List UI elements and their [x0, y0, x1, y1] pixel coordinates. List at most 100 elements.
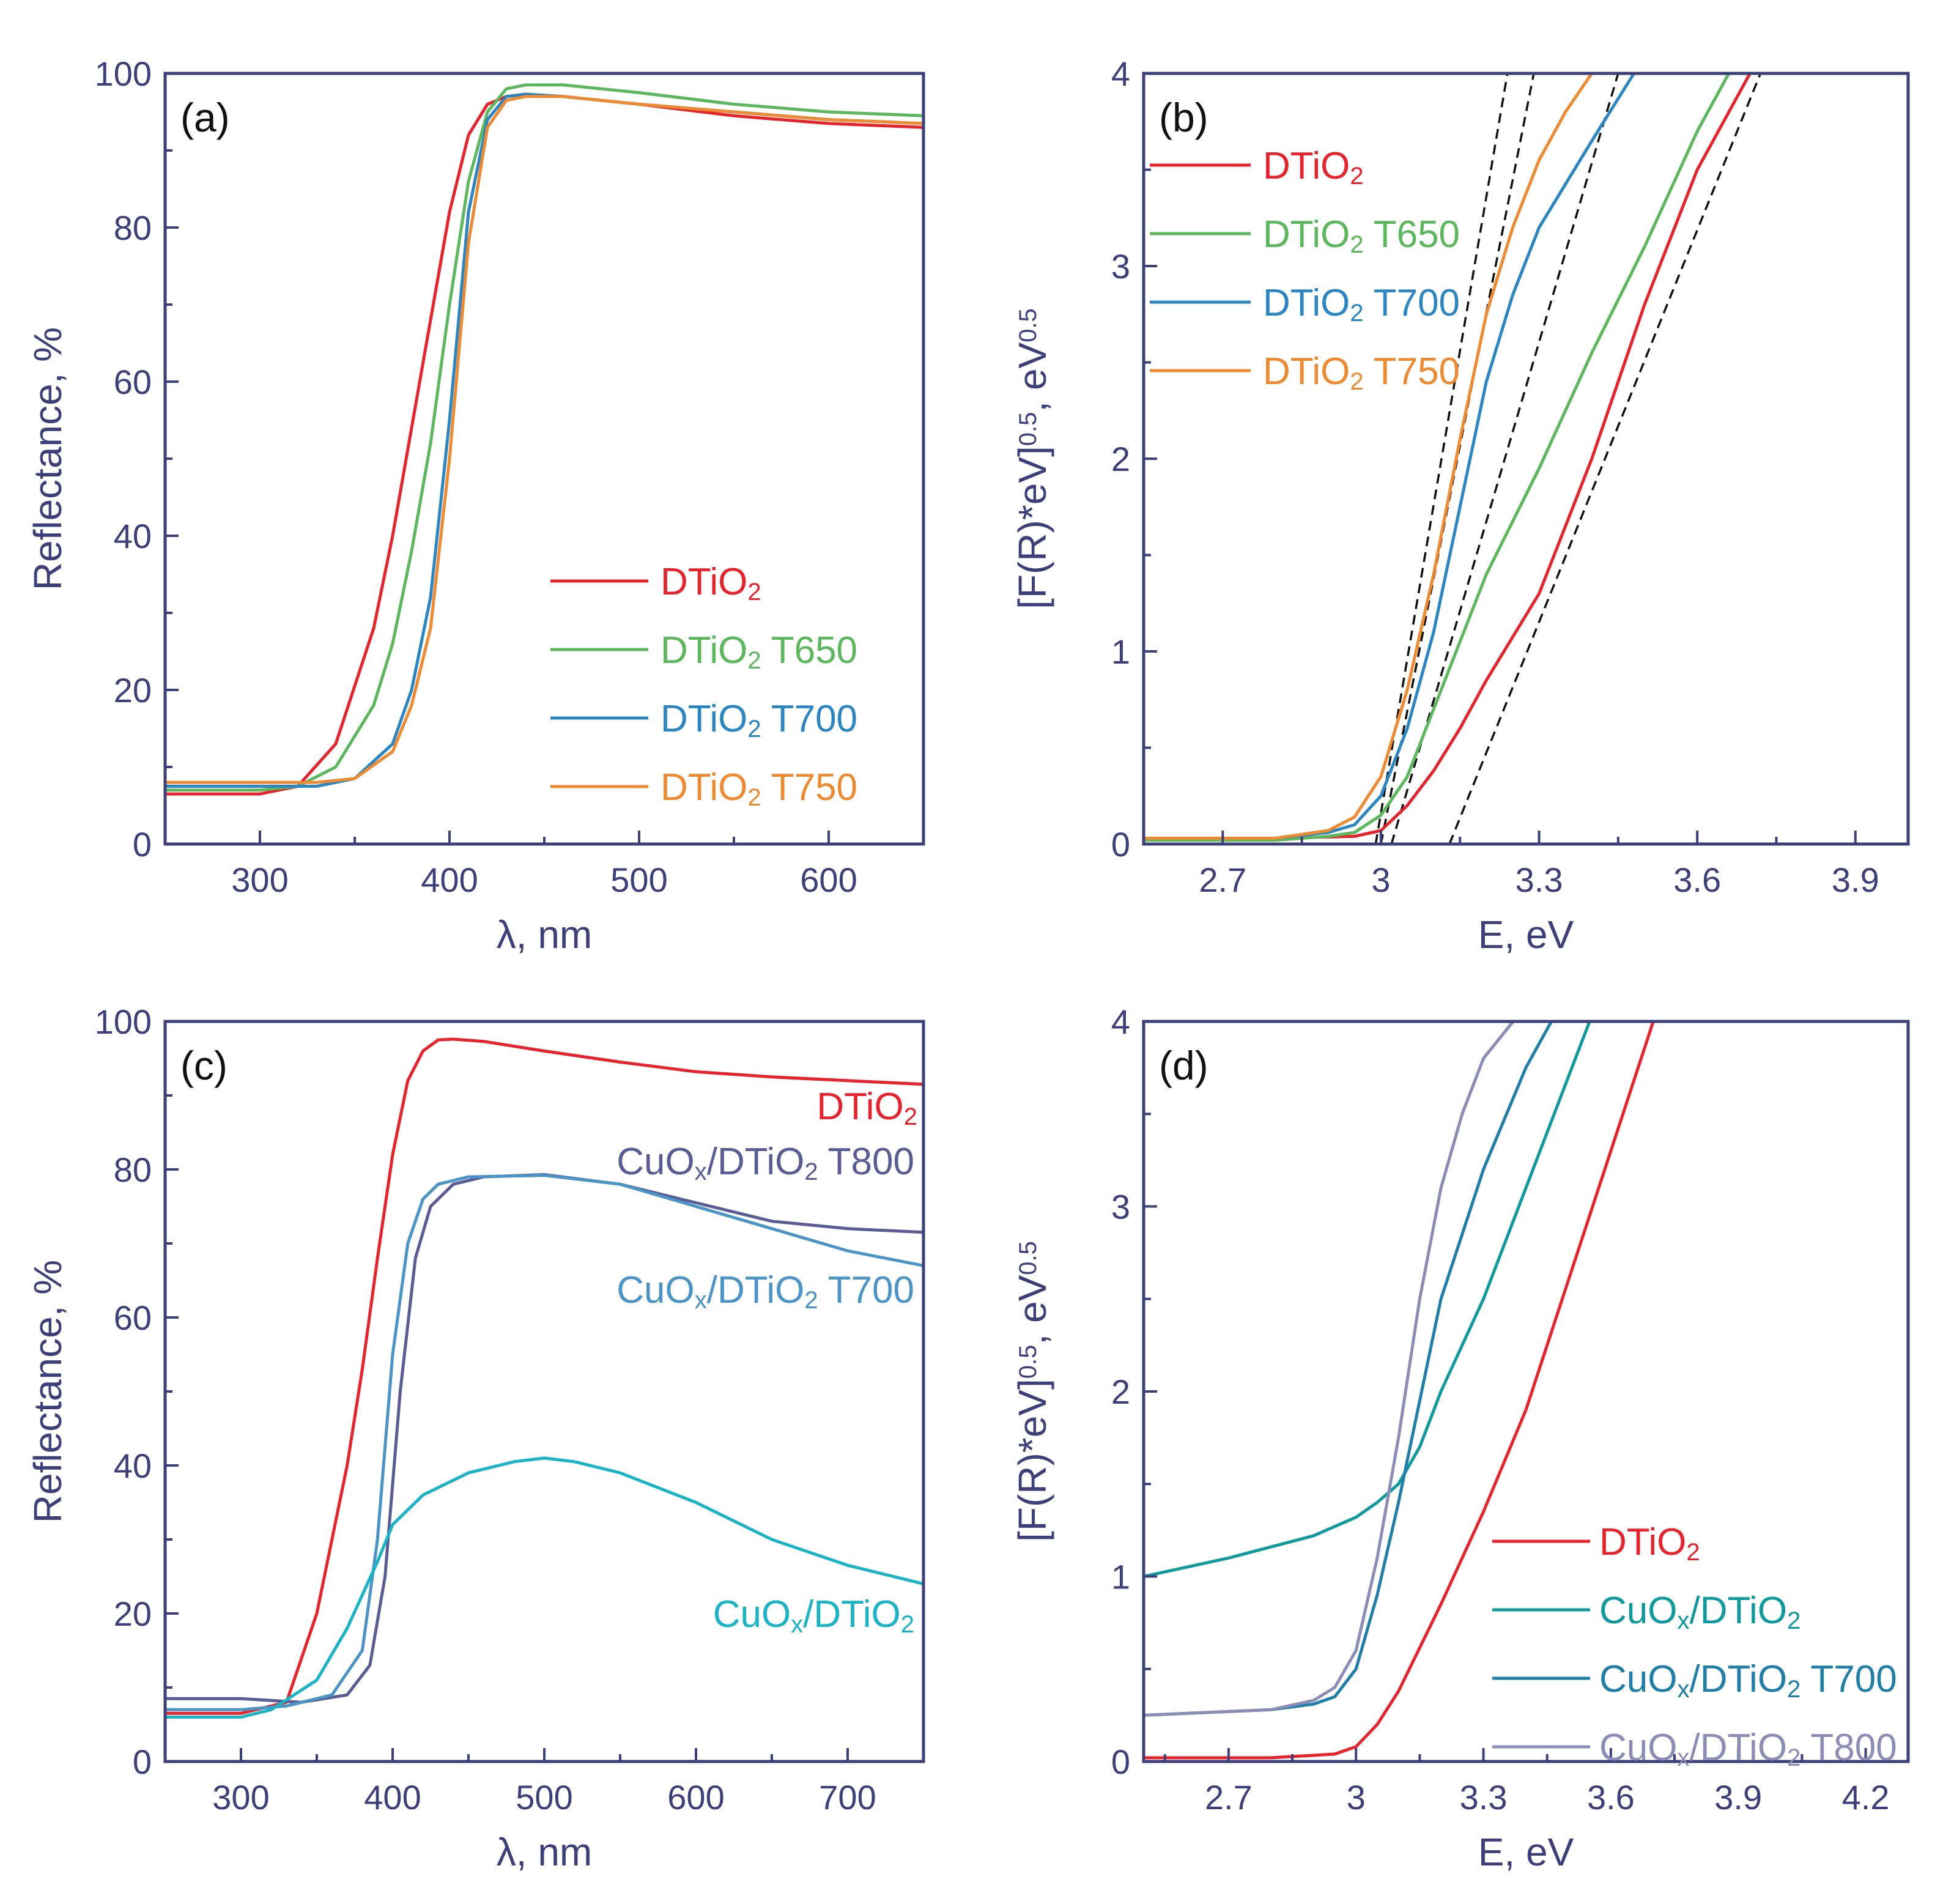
tangent-line-b-1 [1380, 73, 1535, 844]
series-line-d-3 [1144, 1021, 1515, 1717]
legend-label-d-0-part-0: DTiO [1599, 1521, 1686, 1563]
tangent-line-b-3 [1448, 73, 1762, 844]
x-axis-title-a: λ, nm [497, 913, 592, 957]
legend-label-b-3: DTiO2 T750 [1263, 350, 1460, 395]
panel-label-a: (a) [180, 95, 230, 140]
tangent-line-b-2 [1390, 73, 1619, 844]
legend-label-a-3-part-4: T750 [761, 766, 857, 809]
series-label-c-2: CuOx/DTiO2 T700 [616, 1269, 914, 1314]
series-label-c-0-part-1: 2 [904, 1103, 917, 1130]
series-label-c-3-part-3: 2 [901, 1611, 914, 1638]
y-tick-label-b-4: 4 [1111, 54, 1130, 93]
legend-label-d-0-part-1: 2 [1686, 1539, 1700, 1566]
plot-area-b [1144, 73, 1762, 844]
x-axis-title-c: λ, nm [497, 1830, 592, 1874]
y-axis-title-b-part-0: [F(R)*eV] [1010, 446, 1054, 609]
legend-label-b-3-part-4: T750 [1364, 350, 1460, 393]
x-tick-label-c-1: 400 [364, 1778, 421, 1817]
series-line-a-2 [165, 92, 923, 788]
legend-label-a-1-part-1: 2 [747, 647, 761, 674]
legend-label-b-2-part-4: T700 [1364, 282, 1460, 324]
legend-label-b-1-part-4: T650 [1364, 213, 1460, 256]
x-tick-label-a-0: 300 [231, 861, 288, 899]
panel-a: 300 400 500 600 0 20 40 60 80 100 λ, nm Reflectance… [26, 54, 925, 957]
x-tick-label-b-2: 3.3 [1515, 861, 1563, 899]
series-label-c-1-part-3: 2 [804, 1158, 818, 1185]
series-line-b-1 [1144, 73, 1731, 842]
y-axis-title-d-part-1: 0.5 [1015, 1345, 1042, 1379]
y-tick-label-a-0: 0 [133, 825, 152, 864]
legend-label-b-3-part-0: DTiO [1263, 350, 1350, 393]
y-tick-label-a-3: 60 [114, 363, 152, 401]
series-line-b-3 [1144, 73, 1593, 840]
legend-label-d-3-part-3: 2 [1787, 1744, 1800, 1771]
legend-label-a-1: DTiO2 T650 [661, 629, 857, 674]
series-line-a-3 [165, 95, 923, 784]
y-tick-label-b-3: 3 [1111, 247, 1130, 286]
plot-frame-c [163, 1020, 925, 1763]
legend-label-d-3-part-0: CuO [1599, 1727, 1677, 1769]
legend-label-d-3-part-2: /DTiO [1689, 1727, 1787, 1769]
series-line-c-1 [165, 1173, 923, 1704]
legend-label-d-3: CuOx/DTiO2 T800 [1599, 1727, 1897, 1771]
series-label-c-2-part-3: 2 [804, 1287, 818, 1314]
series-label-c-1: CuOx/DTiO2 T800 [616, 1141, 914, 1185]
legend-label-d-1-part-1: x [1677, 1607, 1689, 1634]
plot-area-d [1144, 1021, 1655, 1760]
legend-label-b-2: DTiO2 T700 [1263, 282, 1460, 327]
series-label-c-3-part-1: x [791, 1611, 803, 1638]
legend-label-b-2-part-1: 2 [1350, 300, 1363, 327]
plot-area-c [165, 1037, 923, 1719]
series-label-c-1-part-4: T800 [818, 1141, 914, 1183]
y-axis-title-d-part-0: [F(R)*eV] [1010, 1379, 1054, 1542]
y-tick-label-b-1: 1 [1111, 632, 1130, 671]
series-label-c-1-part-0: CuO [616, 1141, 694, 1183]
y-tick-label-c-1: 20 [114, 1595, 152, 1633]
y-tick-label-a-2: 40 [114, 517, 152, 555]
y-tick-label-c-2: 40 [114, 1447, 152, 1485]
y-axis-title-b-part-2: , eV [1010, 342, 1054, 412]
x-tick-label-c-2: 500 [516, 1778, 572, 1817]
series-label-c-3-part-0: CuO [713, 1593, 791, 1635]
legend-label-d-1-part-0: CuO [1599, 1590, 1677, 1632]
tangent-line-b-0 [1374, 73, 1509, 844]
y-axis-title-b: [F(R)*eV]0.5, eV0.5 [1010, 308, 1054, 609]
legend-label-a-3-part-0: DTiO [661, 766, 747, 809]
y-axis-title-b-part-1: 0.5 [1015, 412, 1042, 446]
x-tick-label-a-1: 400 [421, 861, 478, 899]
x-tick-label-c-3: 600 [667, 1778, 724, 1817]
x-tick-label-a-3: 600 [800, 861, 857, 899]
series-line-a-1 [165, 83, 923, 792]
x-tick-label-d-5: 4.2 [1842, 1778, 1890, 1817]
x-tick-label-d-2: 3.3 [1460, 1778, 1508, 1817]
legend-label-a-0-part-0: DTiO [661, 561, 747, 603]
x-tick-label-d-4: 3.9 [1714, 1778, 1762, 1817]
panel-label-d: (d) [1159, 1043, 1208, 1088]
y-axis-title-b-part-3: 0.5 [1015, 308, 1042, 343]
y-axis-title-d: [F(R)*eV]0.5, eV0.5 [1010, 1241, 1054, 1542]
legend-label-b-1-part-0: DTiO [1263, 213, 1350, 256]
y-tick-label-c-4: 80 [114, 1150, 152, 1189]
x-tick-label-d-0: 2.7 [1205, 1778, 1253, 1817]
legend-label-d-0: DTiO2 [1599, 1521, 1700, 1566]
legend-label-a-2: DTiO2 T700 [661, 698, 857, 743]
legend-label-d-2-part-1: x [1677, 1676, 1689, 1703]
x-tick-label-b-3: 3.6 [1673, 861, 1721, 899]
y-tick-label-d-0: 0 [1111, 1743, 1130, 1781]
legend-label-a-1-part-4: T650 [761, 629, 857, 672]
x-tick-label-d-3: 3.6 [1587, 1778, 1635, 1817]
x-tick-label-c-4: 700 [819, 1778, 876, 1817]
x-tick-label-a-2: 500 [610, 861, 667, 899]
y-axis-title-c: Reflectance, % [26, 1260, 70, 1523]
y-axis-title-a: Reflectance, % [26, 327, 70, 590]
series-label-c-3-part-2: /DTiO [803, 1593, 901, 1635]
legend-label-d-2: CuOx/DTiO2 T700 [1599, 1658, 1897, 1703]
legend-label-b-0-part-0: DTiO [1263, 145, 1350, 187]
x-tick-label-c-0: 300 [212, 1778, 269, 1817]
legend-label-d-1-part-2: /DTiO [1689, 1590, 1787, 1632]
